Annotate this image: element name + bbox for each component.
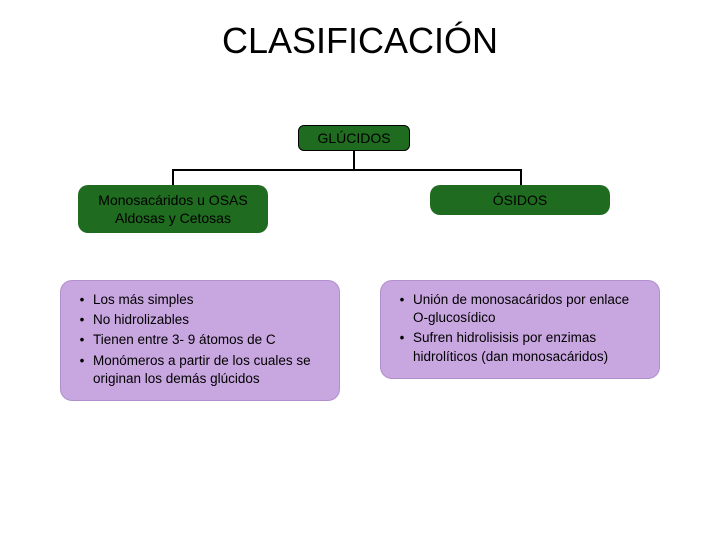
list-item: •No hidrolizables [71, 311, 325, 329]
list-item: •Sufren hidrolisisis por enzimas hidrolí… [391, 329, 645, 365]
list-item: •Monómeros a partir de los cuales se ori… [71, 352, 325, 388]
connector-right-down [520, 169, 522, 185]
right-item-0: Unión de monosacáridos por enlace O-gluc… [413, 291, 645, 327]
list-item: •Tienen entre 3- 9 átomos de C [71, 331, 325, 349]
right-detail-box: •Unión de monosacáridos por enlace O-glu… [380, 280, 660, 379]
connector-root-down [353, 151, 355, 169]
connector-left-down [172, 169, 174, 185]
bullet-icon: • [71, 291, 93, 309]
left-branch-node: Monosacáridos u OSAS Aldosas y Cetosas [78, 185, 268, 233]
left-item-2: Tienen entre 3- 9 átomos de C [93, 331, 276, 349]
left-branch-line2: Aldosas y Cetosas [92, 209, 254, 227]
right-branch-node: ÓSIDOS [430, 185, 610, 215]
left-detail-list: •Los más simples •No hidrolizables •Tien… [71, 291, 325, 388]
bullet-icon: • [391, 291, 413, 309]
right-detail-list: •Unión de monosacáridos por enlace O-glu… [391, 291, 645, 366]
list-item: •Unión de monosacáridos por enlace O-glu… [391, 291, 645, 327]
bullet-icon: • [391, 329, 413, 347]
right-item-1: Sufren hidrolisisis por enzimas hidrolít… [413, 329, 645, 365]
left-item-3: Monómeros a partir de los cuales se orig… [93, 352, 325, 388]
left-branch-line1: Monosacáridos u OSAS [92, 191, 254, 209]
page-title: CLASIFICACIÓN [0, 20, 720, 62]
list-item: •Los más simples [71, 291, 325, 309]
connector-hbar [172, 169, 522, 171]
bullet-icon: • [71, 311, 93, 329]
left-item-0: Los más simples [93, 291, 194, 309]
left-item-1: No hidrolizables [93, 311, 189, 329]
bullet-icon: • [71, 352, 93, 370]
root-label: GLÚCIDOS [317, 130, 390, 146]
bullet-icon: • [71, 331, 93, 349]
left-detail-box: •Los más simples •No hidrolizables •Tien… [60, 280, 340, 401]
right-branch-label: ÓSIDOS [493, 192, 547, 208]
root-node: GLÚCIDOS [298, 125, 410, 151]
